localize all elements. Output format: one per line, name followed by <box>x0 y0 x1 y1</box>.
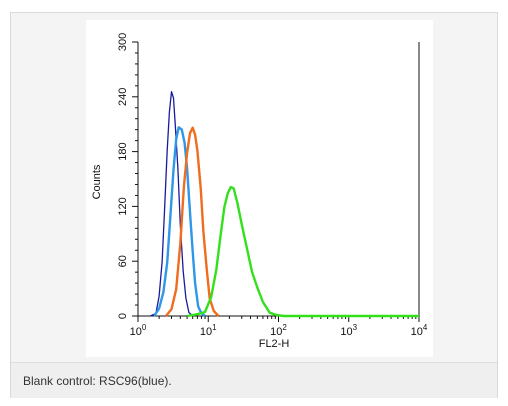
y-tick-label: 240 <box>117 88 129 106</box>
histogram-chart: 0 60 120 180 240 300 100 101 102 103 104 FL2-H Cou… <box>91 33 428 350</box>
series-layer <box>150 91 419 318</box>
y-tick-label: 60 <box>117 255 129 267</box>
x-tick-label: 101 <box>200 323 217 338</box>
series-line-2 <box>153 126 206 317</box>
series-line-1 <box>150 91 194 317</box>
y-tick-label: 120 <box>117 197 129 215</box>
figure-frame: 0 60 120 180 240 300 100 101 102 103 104 FL2-H Cou… <box>10 12 498 398</box>
y-axis-label: Counts <box>91 164 103 199</box>
y-tick-label: 180 <box>117 142 129 160</box>
series-line-4 <box>186 185 419 318</box>
x-tick-label: 102 <box>270 323 287 338</box>
caption-bar: Blank control: RSC96(blue). <box>11 362 497 398</box>
x-tick-label: 103 <box>340 323 357 338</box>
series-line-3 <box>165 126 220 317</box>
y-tick-label: 0 <box>117 313 129 319</box>
figure-caption: Blank control: RSC96(blue). <box>23 374 172 388</box>
plot-area: 0 60 120 180 240 300 100 101 102 103 104 FL2-H Cou… <box>86 20 433 357</box>
x-tick-label: 100 <box>130 323 147 338</box>
y-tick-label: 300 <box>117 33 129 51</box>
x-tick-label: 104 <box>411 323 428 338</box>
x-axis-label: FL2-H <box>259 338 290 350</box>
axes: 0 60 120 180 240 300 100 101 102 103 104 <box>117 33 428 338</box>
